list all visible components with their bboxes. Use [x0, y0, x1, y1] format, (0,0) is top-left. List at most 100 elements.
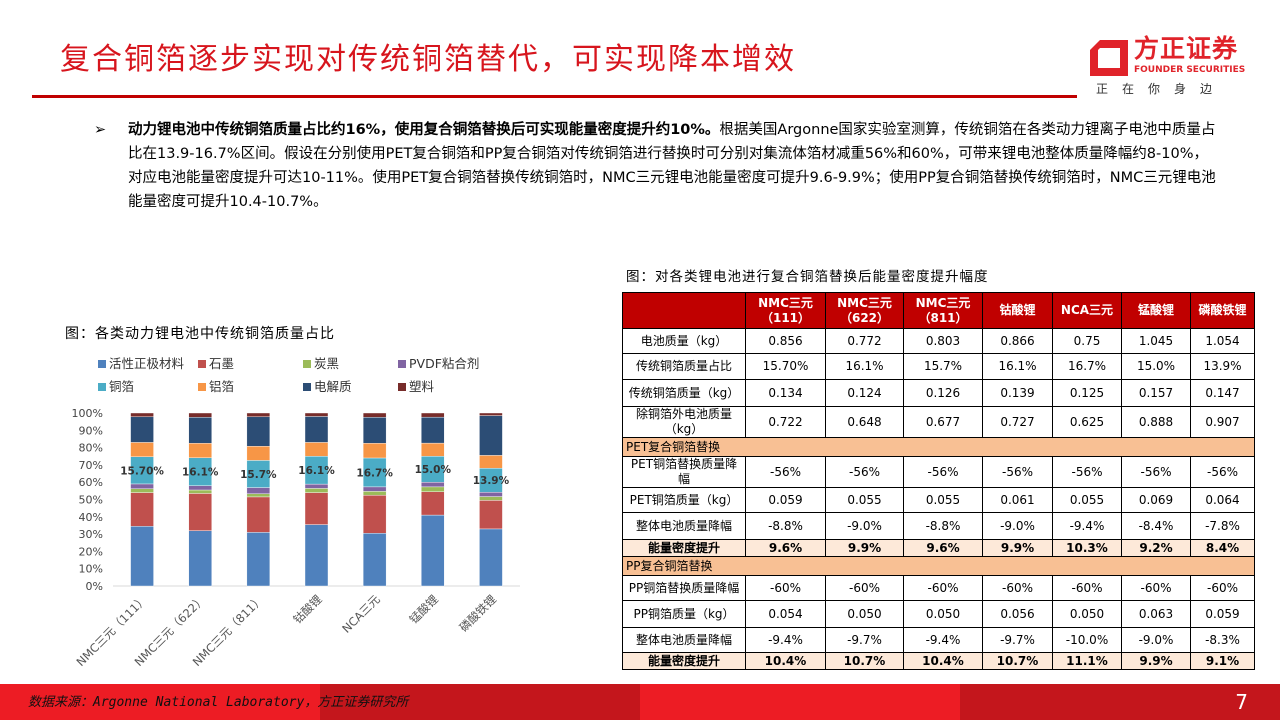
bar-segment [421, 412, 445, 418]
table-cell: 0.722 [745, 406, 826, 438]
bar-segment [130, 416, 154, 443]
table-cell: -56% [1190, 456, 1255, 488]
data-label: 16.7% [356, 467, 393, 479]
x-tick-label: 钴酸锂 [290, 592, 324, 626]
legend-swatch [303, 383, 311, 391]
table-cell: -56% [1052, 456, 1122, 488]
table-row: PP复合铜箔替换 [622, 556, 1255, 576]
table-cell: 10.4% [903, 652, 983, 670]
bullet-lead: 动力锂电池中传统铜箔质量占比约16%，使用复合铜箔替换后可实现能量密度提升约10… [128, 122, 720, 138]
table-cell: 0.125 [1052, 379, 1122, 407]
x-tick-label: NCA三元 [339, 592, 383, 636]
table-cell: 0.866 [982, 328, 1053, 354]
table-cell: 电池质量（kg） [622, 328, 746, 354]
data-label: 15.0% [415, 464, 452, 476]
table-header-cell: NCA三元 [1052, 292, 1122, 329]
x-tick-label: 锰酸锂 [407, 592, 441, 626]
bar-segment [304, 488, 329, 493]
table-cell: -9.4% [903, 627, 983, 653]
table-cell: 0.126 [903, 379, 983, 407]
table-cell: 10.4% [745, 652, 826, 670]
logo-cn: 方正证券 [1134, 34, 1239, 63]
table-header-cell: NMC三元（111） [745, 292, 826, 329]
table-cell: 0.055 [903, 487, 983, 513]
bar-segment [421, 442, 445, 457]
table-header-cell: 锰酸锂 [1121, 292, 1191, 329]
legend-label: 石墨 [209, 356, 235, 371]
arrow-right-icon: ➢ [94, 122, 107, 138]
table-cell: 0.147 [1190, 379, 1255, 407]
table-cell: 0.625 [1052, 406, 1122, 438]
table-cell: -9.4% [1052, 512, 1122, 540]
table-cell: PET铜箔质量（kg） [622, 487, 746, 513]
bar-segment [188, 417, 212, 444]
table-cell: 11.1% [1052, 652, 1122, 670]
table-row: 传统铜箔质量占比 15.70% 16.1% 15.7% 16.1% 16.7% 15.0% 1… [622, 353, 1255, 380]
table-cell: 能量密度提升 [622, 652, 746, 670]
bar-segment [421, 514, 445, 587]
data-label: 13.9% [473, 475, 510, 487]
table-cell: -60% [982, 575, 1053, 601]
y-tick-label: 50% [79, 494, 103, 507]
table-cell: -9.7% [825, 627, 904, 653]
table-cell: 0.75 [1052, 328, 1122, 354]
bar-segment [362, 412, 387, 418]
chart-legend: 活性正极材料 石墨 炭黑 PVDF粘合剂铜箔 铝箔 电解质 塑料 [98, 356, 518, 400]
logo-mark-icon [1090, 40, 1128, 76]
legend-item: 塑料 [398, 379, 434, 395]
bar-segment [421, 491, 445, 516]
legend-label: 炭黑 [314, 356, 340, 371]
bar-segment [362, 443, 387, 459]
legend-item: 石墨 [198, 356, 234, 372]
table-caption: 图：对各类锂电池进行复合铜箔替换后能量密度提升幅度 [626, 269, 989, 285]
table-header-cell: NMC三元（622） [825, 292, 904, 329]
table-cell: 9.2% [1121, 539, 1191, 557]
bar-segment [188, 493, 212, 531]
table-cell: 16.1% [982, 353, 1053, 380]
table-cell: 0.056 [982, 600, 1053, 628]
y-tick-label: 40% [79, 511, 103, 524]
table-cell: 10.7% [982, 652, 1053, 670]
bar-segment [304, 492, 329, 525]
table-cell: -8.8% [903, 512, 983, 540]
table-cell: 9.9% [1121, 652, 1191, 670]
bar-segment [246, 532, 271, 587]
table-cell: 13.9% [1190, 353, 1255, 380]
legend-item: PVDF粘合剂 [398, 356, 479, 372]
bar-segment [479, 415, 503, 456]
table-row: 整体电池质量降幅 -8.8% -9.0% -8.8% -9.0% -9.4% -8.4% -7… [622, 512, 1255, 540]
bar-segment [130, 442, 154, 457]
bar-segment [130, 488, 154, 493]
table-cell: 0.727 [982, 406, 1053, 438]
legend-item: 铝箔 [198, 379, 234, 395]
title-divider [32, 95, 1077, 98]
table-cell: -8.8% [745, 512, 826, 540]
y-tick-label: 90% [79, 424, 103, 437]
summary-bullet: ➢ 动力锂电池中传统铜箔质量占比约16%，使用复合铜箔替换后可实现能量密度提升约… [94, 118, 1218, 214]
table-cell: 0.055 [825, 487, 904, 513]
table-cell: -9.0% [825, 512, 904, 540]
bar-segment [246, 487, 271, 494]
legend-swatch [198, 360, 206, 368]
table-cell: 0.803 [903, 328, 983, 354]
legend-label: 活性正极材料 [109, 356, 185, 371]
table-cell: 1.054 [1190, 328, 1255, 354]
table-row: 整体电池质量降幅 -9.4% -9.7% -9.4% -9.7% -10.0% -9.0% -… [622, 627, 1255, 653]
table-cell: 0.069 [1121, 487, 1191, 513]
bar-segment [421, 486, 445, 492]
table-cell: -60% [1052, 575, 1122, 601]
bar-segment [479, 455, 503, 469]
table-row: 除铜箔外电池质量（kg） 0.722 0.648 0.677 0.727 0.625 0.8… [622, 406, 1255, 438]
table-cell: -8.4% [1121, 512, 1191, 540]
legend-swatch [98, 360, 106, 368]
founder-securities-logo: 方正证券 FOUNDER SECURITIES 正在你身边 [1090, 34, 1260, 98]
bar-segment [246, 493, 271, 498]
legend-swatch [98, 383, 106, 391]
table-cell: 16.1% [825, 353, 904, 380]
table-cell: 16.7% [1052, 353, 1122, 380]
data-label: 15.70% [120, 465, 164, 477]
legend-label: 铜箔 [109, 379, 135, 394]
legend-label: 电解质 [314, 379, 352, 394]
legend-item: 铜箔 [98, 379, 134, 395]
table-cell: 除铜箔外电池质量（kg） [622, 406, 746, 438]
